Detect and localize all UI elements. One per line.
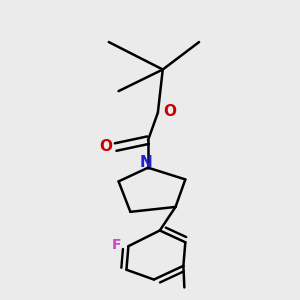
Text: F: F [111,238,121,252]
Text: O: O [99,139,112,154]
Text: O: O [163,104,176,119]
Text: N: N [139,155,152,170]
